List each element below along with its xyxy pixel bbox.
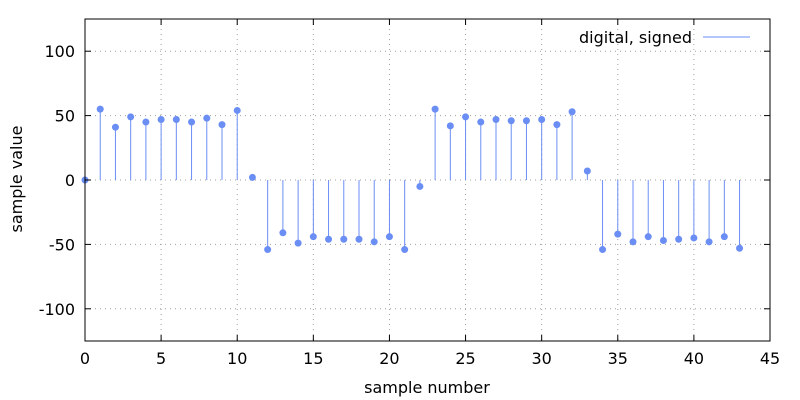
x-tick-label: 25 xyxy=(455,349,475,368)
stem-marker xyxy=(644,233,652,241)
legend-label: digital, signed xyxy=(579,28,692,47)
stem-marker xyxy=(355,235,363,243)
stem-marker xyxy=(705,238,713,246)
stem-marker xyxy=(203,114,211,122)
stem-marker xyxy=(325,235,333,243)
stem-marker xyxy=(629,238,637,246)
x-tick-label: 5 xyxy=(156,349,166,368)
stem-marker xyxy=(492,115,500,123)
stem-marker xyxy=(736,244,744,252)
stem-marker xyxy=(690,234,698,242)
stem-marker xyxy=(553,121,561,129)
stem-marker xyxy=(264,246,272,254)
stem-marker xyxy=(583,167,591,175)
stem-marker xyxy=(477,118,485,126)
stem-marker xyxy=(309,233,317,241)
stem-marker xyxy=(462,113,470,121)
x-tick-label: 20 xyxy=(379,349,399,368)
x-tick-labels: 0 5 10 15 20 25 30 35 40 45 xyxy=(80,349,780,368)
stem-marker xyxy=(446,122,454,130)
stem-marker xyxy=(233,106,241,114)
y-tick-labels: -100 -50 0 50 100 xyxy=(39,42,75,319)
x-tick-label: 10 xyxy=(227,349,247,368)
stem-marker xyxy=(96,105,104,113)
stem-marker xyxy=(659,237,667,245)
x-tick-label: 0 xyxy=(80,349,90,368)
stem-marker xyxy=(599,246,607,254)
x-axis-label: sample number xyxy=(364,378,490,397)
stem-marker xyxy=(416,182,424,190)
y-tick-label: -50 xyxy=(49,235,75,254)
stem-marker xyxy=(279,229,287,237)
stem-marker xyxy=(248,173,256,181)
stem-marker xyxy=(172,115,180,123)
stem-marker xyxy=(720,233,728,241)
axis-ticks xyxy=(84,19,771,341)
x-tick-label: 45 xyxy=(760,349,780,368)
stem-marker xyxy=(431,105,439,113)
x-tick-label: 35 xyxy=(608,349,628,368)
stem-marker xyxy=(568,108,576,116)
x-tick-label: 40 xyxy=(684,349,704,368)
y-axis-label: sample value xyxy=(7,126,26,233)
stem-marker xyxy=(538,115,546,123)
stem-marker xyxy=(142,118,150,126)
y-tick-label: 100 xyxy=(44,42,75,61)
stem-marker xyxy=(111,123,119,131)
stem-marker xyxy=(157,115,165,123)
y-tick-label: 0 xyxy=(65,171,75,190)
y-tick-label: 50 xyxy=(55,107,75,126)
stem-marker xyxy=(370,238,378,246)
legend: digital, signed xyxy=(579,28,750,47)
stem-marker xyxy=(614,230,622,238)
stem-marker xyxy=(188,118,196,126)
x-tick-label: 15 xyxy=(303,349,323,368)
stem-marker xyxy=(218,121,226,129)
plot-frame xyxy=(84,18,771,342)
stem-marker xyxy=(401,246,409,254)
grid-lines xyxy=(85,19,770,341)
stem-marker xyxy=(127,113,135,121)
x-tick-label: 30 xyxy=(531,349,551,368)
stem-marker xyxy=(675,235,683,243)
stem-marker xyxy=(340,235,348,243)
stem-marker xyxy=(522,117,530,125)
stem-marker xyxy=(385,233,393,241)
stem-marker xyxy=(507,117,515,125)
y-tick-label: -100 xyxy=(39,300,75,319)
stem-series xyxy=(81,105,744,254)
stem-marker xyxy=(294,239,302,247)
